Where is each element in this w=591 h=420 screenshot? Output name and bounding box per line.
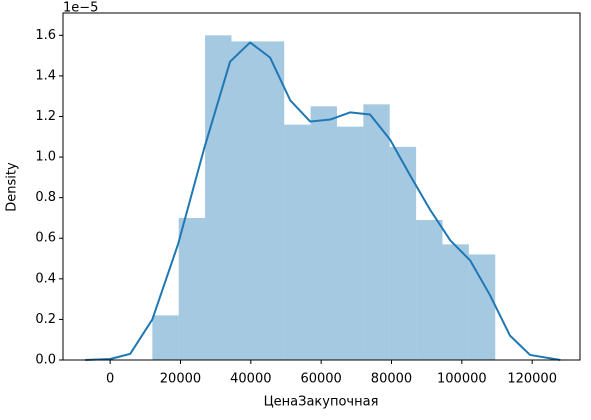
bar (310, 106, 337, 360)
y-tick-label: 0.0 (35, 353, 56, 368)
bar (152, 315, 179, 360)
bar (257, 41, 285, 360)
bar (389, 146, 417, 360)
x-tick-label: 120000 (507, 372, 557, 387)
x-tick-label: 60000 (300, 372, 341, 387)
x-tick-label: 100000 (437, 372, 487, 387)
y-tick-label: 1.4 (35, 68, 56, 83)
x-tick-label: 80000 (371, 372, 412, 387)
bar (468, 254, 496, 360)
y-tick-label: 1.6 (35, 28, 56, 43)
y-axis-label: Density (5, 162, 20, 212)
bar (231, 41, 258, 360)
x-axis-label: ЦенаЗакупочная (264, 395, 379, 410)
y-tick-label: 1.0 (35, 150, 56, 165)
bar (363, 104, 390, 360)
y-tick-label: 0.8 (35, 190, 56, 205)
kde-line (85, 41, 561, 361)
bar (284, 124, 311, 360)
y-tick-label: 0.6 (35, 231, 56, 246)
x-tick-label: 20000 (160, 372, 201, 387)
bar (178, 217, 206, 360)
bar (442, 244, 469, 360)
y-tick-label: 0.4 (35, 271, 56, 286)
bar (205, 35, 232, 361)
x-tick-label: 0 (106, 372, 114, 387)
x-tick-label: 40000 (230, 372, 271, 387)
bar (336, 126, 364, 361)
y-offset-label: 1e−5 (63, 1, 98, 16)
bar (416, 219, 443, 360)
y-tick-label: 0.2 (35, 312, 56, 327)
y-tick-label: 1.2 (35, 109, 56, 124)
